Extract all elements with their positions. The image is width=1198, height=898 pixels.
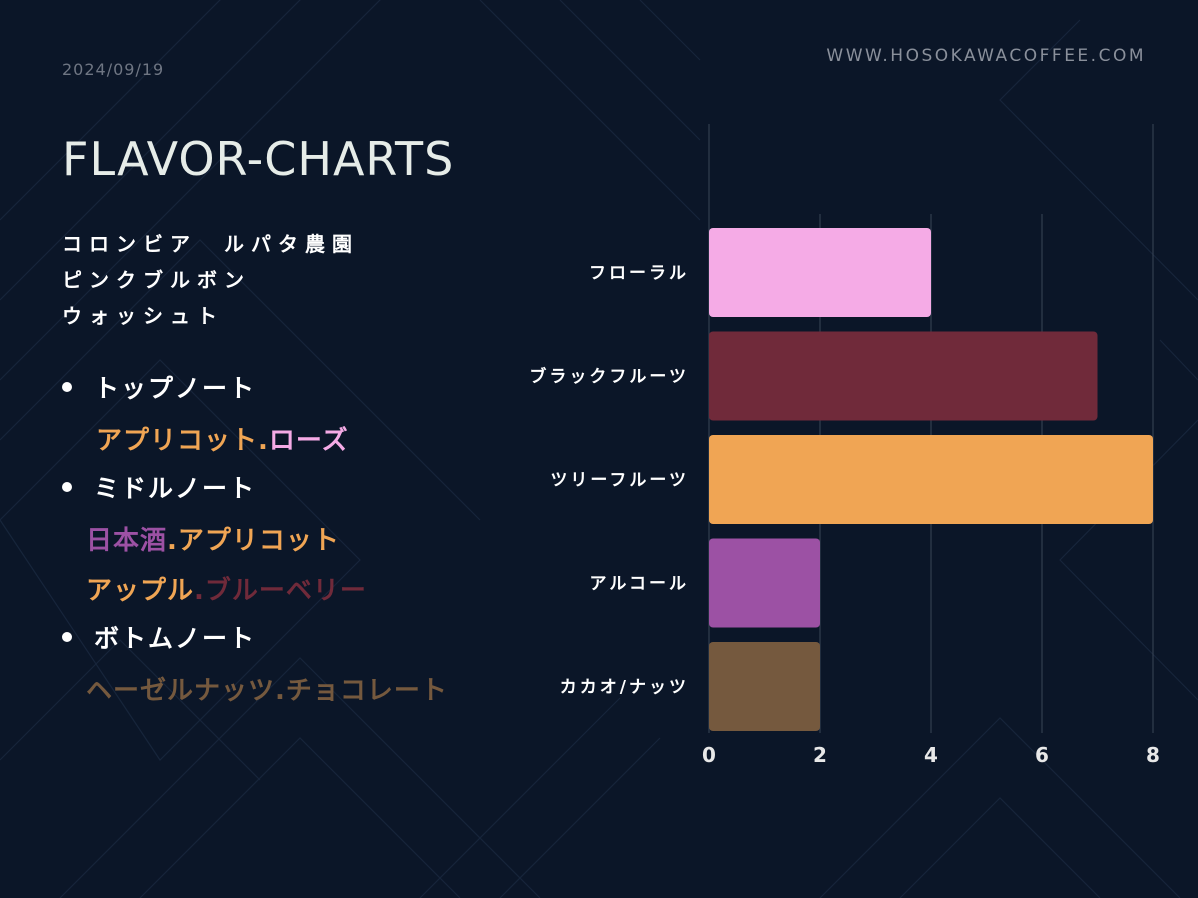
middle-note-items-1: 日本酒.アプリコット <box>86 526 340 556</box>
bar-3 <box>709 435 1153 524</box>
bar-5 <box>709 642 820 731</box>
bottom-note-heading: ボトムノート <box>62 618 448 668</box>
coffee-process: ウォッシュト <box>62 304 224 328</box>
tick-label-0: 0 <box>702 743 716 767</box>
website-url: WWW.HOSOKAWACOFFEE.COM <box>826 46 1146 66</box>
bottom-note-items: ヘーゼルナッツ.チョコレート <box>86 676 448 706</box>
page-title: FLAVOR-CHARTS <box>62 132 455 186</box>
bullet-icon <box>62 482 72 492</box>
tick-label-8: 8 <box>1146 743 1160 767</box>
flavor-notes: トップノート アプリコット.ローズ ミドルノート 日本酒.アプリコット アップル… <box>62 368 448 718</box>
bullet-icon <box>62 632 72 642</box>
date: 2024/09/19 <box>62 60 165 79</box>
category-label-3: ツリーフルーツ <box>550 471 689 491</box>
category-label-5: カカオ/ナッツ <box>560 678 689 698</box>
middle-note-heading: ミドルノート <box>62 468 448 518</box>
coffee-origin: コロンビア ルパタ農園 <box>62 232 359 256</box>
bar-4 <box>709 538 820 628</box>
category-label-2: ブラックフルーツ <box>529 366 689 387</box>
bullet-icon <box>62 382 72 392</box>
top-note-items: アプリコット.ローズ <box>96 426 349 456</box>
top-note-heading: トップノート <box>62 368 448 418</box>
coffee-description: コロンビア ルパタ農園 ピンクブルボン ウォッシュト <box>62 226 359 334</box>
bar-1 <box>709 228 931 317</box>
tick-label-2: 2 <box>813 743 827 767</box>
coffee-variety: ピンクブルボン <box>62 268 251 292</box>
tick-label-4: 4 <box>924 743 938 767</box>
tick-label-6: 6 <box>1035 743 1049 767</box>
category-label-4: アルコール <box>590 574 690 594</box>
category-label-1: フローラル <box>589 264 689 284</box>
middle-note-items-2: アップル.ブルーベリー <box>86 576 367 606</box>
bar-2 <box>709 331 1098 421</box>
